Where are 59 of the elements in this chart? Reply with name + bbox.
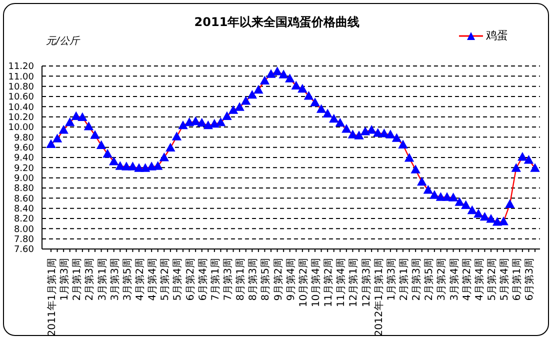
x-tick-label: 6月第1周 (511, 258, 524, 301)
x-tick-label: 5月第4周 (498, 258, 511, 301)
x-tick-label: 6月第2周 (184, 258, 196, 301)
x-tick-label: 4月第2周 (460, 258, 473, 301)
y-tick-label: 10.80 (8, 82, 34, 93)
x-tick-label: 10月第2周 (297, 258, 310, 308)
y-tick-label: 9.20 (14, 164, 34, 174)
x-tick-label: 2月第1周 (398, 258, 410, 301)
y-tick-label: 10.40 (8, 102, 34, 113)
chart-title: 2011年以来全国鸡蛋价格曲线 (194, 15, 360, 29)
x-tick-label: 11月第2周 (322, 258, 335, 308)
y-tick-label: 9.80 (14, 133, 34, 144)
x-tick-label: 10月第4周 (310, 258, 322, 308)
x-tick-label: 1月第3周 (385, 258, 398, 301)
y-tick-label: 9.00 (14, 174, 34, 184)
x-tick-label: 2月第3周 (84, 258, 96, 301)
y-tick-label: 9.60 (14, 144, 34, 154)
x-tick-label: 3月第5周 (121, 258, 134, 301)
x-tick-label: 9月第4周 (284, 258, 297, 301)
x-tick-label: 2月第1周 (71, 258, 84, 301)
y-tick-label: 8.40 (14, 204, 34, 215)
x-tick-label: 1月第3周 (58, 258, 71, 301)
x-tick-label: 8月第3周 (247, 258, 260, 301)
x-tick-label: 4月第4周 (146, 258, 159, 301)
x-tick-label: 5月第2周 (486, 258, 498, 301)
x-tick-label: 5月第2周 (159, 258, 172, 301)
y-tick-label: 7.60 (14, 245, 34, 256)
y-tick-label: 8.80 (14, 184, 34, 194)
y-tick-label: 11.00 (8, 72, 34, 82)
x-tick-label: 5月第4周 (172, 258, 184, 301)
x-tick-label: 9月第2周 (272, 258, 284, 301)
legend-label: 鸡蛋 (486, 28, 508, 43)
y-tick-label: 7.80 (14, 235, 34, 246)
y-tick-label: 8.60 (14, 194, 34, 204)
y-tick-label: 11.20 (8, 62, 34, 72)
x-tick-label: 8月第5周 (260, 258, 272, 301)
x-tick-label: 11月第4周 (335, 258, 348, 308)
x-tick-label: 7月第3周 (222, 258, 234, 301)
y-tick-label: 9.40 (14, 154, 34, 164)
x-tick-label: 12月第1周 (348, 258, 360, 308)
x-tick-label: 2月第3周 (410, 258, 423, 301)
y-tick-label: 8.00 (14, 224, 34, 235)
y-tick-label: 10.00 (8, 123, 34, 134)
y-axis-title: 元/公斤 (46, 34, 80, 48)
x-tick-label: 3月第2周 (436, 258, 448, 301)
x-tick-label: 3月第4周 (448, 258, 460, 301)
x-tick-label: 4月第4周 (473, 258, 486, 301)
y-tick-label: 8.20 (14, 214, 34, 225)
x-tick-label: 4月第2周 (134, 258, 146, 301)
x-tick-label: 8月第1周 (234, 258, 247, 301)
x-tick-label: 2月第5周 (423, 258, 436, 301)
y-tick-label: 10.20 (8, 113, 34, 124)
x-tick-label: 3月第1周 (96, 258, 108, 301)
x-tick-label: 6月第4周 (196, 258, 209, 301)
x-tick-label: 7月第1周 (209, 258, 222, 301)
x-tick-label: 12月第3周 (360, 258, 372, 308)
y-tick-label: 10.60 (8, 92, 34, 103)
x-tick-label: 6月第3周 (524, 258, 536, 301)
x-tick-label: 3月第3周 (108, 258, 121, 301)
